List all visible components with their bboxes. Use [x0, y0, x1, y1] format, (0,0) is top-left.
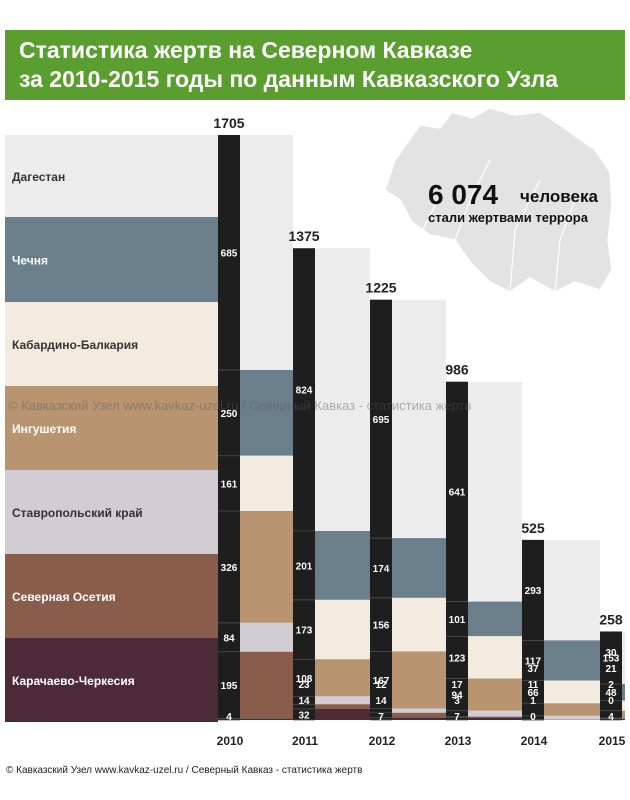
bar-total-label: 1375	[288, 228, 319, 244]
bar-segment-label: 161	[221, 479, 238, 490]
bar-segment-label: 11	[528, 680, 539, 691]
bar-segment-label: 167	[373, 676, 390, 687]
bar-segment-label: 250	[221, 409, 238, 420]
bar-segment-label: 101	[449, 615, 466, 626]
bar-segment-label: 201	[296, 561, 313, 572]
region-label: Северная Осетия	[12, 590, 116, 604]
bar-segment-label: 173	[296, 626, 313, 637]
region-label: Чечня	[12, 254, 48, 268]
region-band	[5, 470, 625, 720]
bar	[446, 381, 468, 720]
region-band	[5, 554, 625, 720]
bar-segment-label: 326	[221, 563, 238, 574]
bar-segment-label: 23	[298, 680, 310, 691]
bar	[600, 631, 622, 720]
bar-segment-label: 695	[373, 415, 390, 426]
bar-segment-label: 37	[527, 664, 539, 675]
year-bars: 6852501613268419548242011731082314326951…	[218, 135, 622, 723]
region-band	[5, 386, 625, 718]
bar-total-label: 258	[599, 611, 623, 627]
total-unit: человека	[520, 187, 598, 206]
bar	[293, 248, 315, 720]
title-line-2: за 2010-2015 годы по данным Кавказского …	[19, 66, 559, 92]
bar-segment-label: 641	[449, 488, 466, 499]
bar-segment-label: 156	[373, 621, 390, 632]
bar-segment-label: 17	[451, 680, 463, 691]
bar-segment-label: 2	[608, 680, 614, 691]
bar	[370, 299, 392, 720]
bar-segment-label: 12	[375, 680, 387, 691]
bar-segment-label: 117	[525, 656, 542, 667]
total-caption: стали жертвами террора	[428, 210, 589, 225]
bar-total-label: 525	[521, 520, 545, 536]
region-label: Ингушетия	[12, 422, 76, 436]
year-tick-label: 2011	[292, 734, 318, 748]
bar-segment-label: 153	[603, 654, 620, 665]
bar-segment-label: 123	[449, 653, 466, 664]
bar-segment-label: 66	[527, 688, 539, 699]
bar-segment-label: 14	[298, 696, 310, 707]
north-caucasus-map-icon	[384, 107, 613, 293]
region-label: Дагестан	[12, 170, 65, 184]
bar-segment-label: 7	[454, 712, 460, 723]
region-band	[5, 217, 625, 701]
bar-segment-label: 195	[221, 681, 238, 692]
bar-segment-label: 94	[451, 691, 463, 702]
region-labels: Дагестан Чечня Кабардино-Балкария Ингушетия…	[12, 170, 143, 688]
region-band	[5, 638, 625, 722]
region-label: Кабардино-Балкария	[12, 338, 138, 352]
year-axis: 2010 2011 2012 2013 2014 2015	[217, 734, 626, 748]
region-label: Карачаево-Черкесия	[12, 674, 135, 688]
bar-segment-label: 48	[605, 688, 617, 699]
year-tick-label: 2012	[369, 734, 396, 748]
footer-credit: © Кавказский Узел www.kavkaz-uzel.ru / С…	[6, 765, 363, 776]
bar-segment-label: 0	[608, 696, 614, 707]
bar	[218, 135, 240, 720]
bar-segment-label: 108	[296, 674, 313, 685]
bar-segment-label: 293	[525, 586, 542, 597]
bar-total-label: 1225	[365, 280, 396, 296]
bar-segment-label: 0	[530, 712, 536, 723]
title-banner: Статистика жертв на Северном Кавказе за …	[5, 30, 625, 100]
bar-segment-label: 7	[378, 712, 384, 723]
title-line-1: Статистика жертв на Северном Кавказе	[19, 37, 473, 63]
total-callout: 6 074 человека стали жертвами террора	[428, 179, 598, 225]
bar-total-label: 1705	[213, 115, 244, 131]
bar-segment-label: 1	[530, 696, 536, 707]
bar-segment-label: 32	[298, 711, 310, 722]
bar-segment-label: 824	[296, 386, 313, 397]
bar-segment-label: 84	[223, 633, 235, 644]
north-caucasus-map-icon	[384, 107, 613, 293]
bar-segment-label: 30	[605, 648, 617, 659]
bar	[522, 539, 544, 720]
bar-segment-label: 3	[454, 696, 460, 707]
bar-segment-label: 4	[608, 712, 614, 723]
bar-total-label: 986	[445, 362, 469, 378]
year-tick-label: 2010	[217, 734, 244, 748]
year-totals: 1705 1375 1225 986 525 258	[213, 115, 622, 627]
bar-segment-label: 4	[226, 712, 232, 723]
year-tick-label: 2015	[599, 734, 626, 748]
bar-segment-label: 174	[373, 564, 390, 575]
bar-segment-label: 14	[375, 696, 387, 707]
bar-segment-label: 685	[221, 249, 238, 260]
year-tick-label: 2013	[445, 734, 472, 748]
bar-segment-label: 21	[605, 664, 617, 675]
total-number: 6 074	[428, 179, 498, 210]
region-label: Ставропольский край	[12, 506, 143, 520]
year-tick-label: 2014	[521, 734, 548, 748]
